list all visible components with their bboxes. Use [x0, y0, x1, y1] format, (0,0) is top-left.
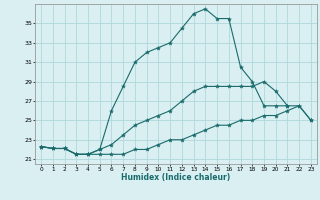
X-axis label: Humidex (Indice chaleur): Humidex (Indice chaleur): [121, 173, 231, 182]
